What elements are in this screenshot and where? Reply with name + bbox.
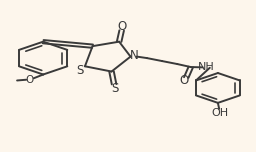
Text: OH: OH: [211, 108, 228, 117]
Text: O: O: [25, 75, 33, 85]
Text: S: S: [77, 64, 84, 76]
Text: O: O: [118, 20, 127, 33]
Text: N: N: [130, 49, 139, 62]
Text: S: S: [111, 82, 118, 95]
Text: O: O: [179, 74, 188, 87]
Text: NH: NH: [198, 62, 215, 72]
